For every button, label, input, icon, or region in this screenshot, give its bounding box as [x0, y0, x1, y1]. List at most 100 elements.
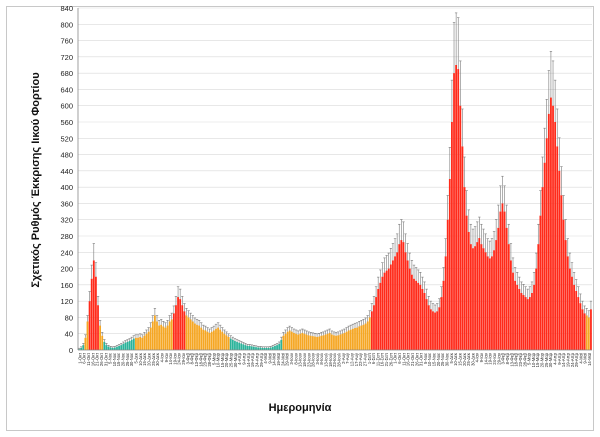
- bar: [482, 248, 485, 350]
- bar: [402, 242, 405, 350]
- x-tick-label: 1-Οκτ: [77, 353, 82, 364]
- x-tick-label: 30-Δεκ: [155, 352, 160, 366]
- x-tick-label: 24-Απρ: [570, 352, 575, 367]
- bar: [200, 327, 203, 350]
- y-tick-label: 440: [60, 167, 73, 176]
- x-tick-label: 5-Μαρ: [527, 352, 532, 365]
- bar: [84, 337, 87, 350]
- bar: [349, 329, 352, 350]
- x-tick-label: 8-Ιουν: [293, 353, 298, 365]
- x-tick-label: 23-Ιουν: [306, 353, 311, 367]
- bar: [585, 315, 588, 350]
- bar: [257, 347, 260, 350]
- bar: [566, 256, 569, 350]
- bar: [206, 331, 209, 350]
- bar: [547, 113, 550, 350]
- bar: [253, 346, 255, 350]
- bar: [545, 138, 548, 350]
- bar: [191, 321, 194, 350]
- bar: [503, 211, 506, 350]
- x-tick-label: 28-Φεβ: [207, 352, 212, 366]
- bar: [162, 326, 165, 350]
- x-tick-label: 20-Νοε: [436, 353, 441, 366]
- bar: [497, 227, 500, 350]
- x-tick-label: 8-Ιουλ: [319, 352, 324, 365]
- bar: [583, 313, 586, 350]
- bar: [282, 335, 285, 350]
- bar: [505, 227, 508, 350]
- bar: [364, 323, 367, 350]
- x-tick-label: 10-Μαρ: [531, 352, 536, 367]
- bar: [354, 328, 356, 350]
- x-tick-label: 6-Οκτ: [82, 353, 87, 364]
- x-tick-label: 10-Νοε: [427, 353, 432, 366]
- y-tick-label: 0: [69, 346, 73, 355]
- bar: [297, 334, 300, 350]
- bar: [345, 331, 348, 350]
- x-tick-label: 25-Δεκ: [151, 352, 156, 366]
- x-tick-label: 10-Δεκ: [453, 352, 458, 366]
- bar: [269, 347, 272, 350]
- bar: [373, 305, 375, 350]
- bar: [330, 334, 333, 350]
- bar: [316, 336, 318, 350]
- bar: [92, 260, 95, 350]
- x-tick-label: 30-Νοε: [445, 353, 450, 366]
- bar: [141, 337, 144, 350]
- x-tick-label: 16-Οκτ: [406, 353, 411, 366]
- y-tick-label: 480: [60, 151, 73, 160]
- x-tick-label: 23-Φεβ: [203, 352, 208, 366]
- x-tick-label: 28-Φεβ: [522, 352, 527, 366]
- y-tick-label: 120: [60, 297, 73, 306]
- bar: [577, 297, 580, 350]
- bar: [335, 335, 337, 350]
- x-tick-label: 29-Μαϊ: [285, 352, 290, 366]
- x-tick-label: 18-Ιουλ: [328, 352, 333, 367]
- x-tick-label: 30-Μαρ: [233, 352, 238, 367]
- bar: [158, 325, 160, 350]
- x-tick-label: 20-Δεκ: [462, 352, 467, 366]
- x-tick-label: 10-Δεκ: [138, 352, 143, 366]
- x-tick-label: 27-Αυγ: [362, 352, 367, 366]
- bar: [107, 346, 110, 350]
- bar: [231, 339, 234, 350]
- bar: [531, 293, 533, 350]
- bar: [293, 332, 295, 350]
- bar: [225, 335, 228, 350]
- bar: [520, 293, 523, 350]
- bar: [116, 346, 118, 350]
- bar: [244, 345, 247, 350]
- x-tick-label: 2-Αυγ: [341, 352, 346, 364]
- x-tick-label: 24-Ιαν: [492, 353, 497, 365]
- bar: [421, 288, 424, 350]
- bar: [328, 332, 331, 350]
- bar: [469, 244, 472, 350]
- bar: [95, 276, 97, 350]
- bar: [507, 244, 510, 350]
- bar: [356, 327, 359, 350]
- bar: [238, 342, 241, 350]
- bar: [347, 330, 350, 350]
- bar: [518, 288, 521, 350]
- bar: [307, 335, 310, 350]
- bar: [480, 244, 483, 350]
- bar: [118, 345, 120, 350]
- bar: [370, 311, 373, 350]
- bar: [392, 260, 394, 350]
- bar: [488, 258, 491, 350]
- x-tick-label: 16-Σεπ: [380, 353, 385, 367]
- bar: [181, 305, 184, 350]
- bar: [295, 333, 297, 350]
- x-tick-label: 4-Απρ: [552, 352, 557, 364]
- bar: [543, 162, 546, 350]
- bar: [137, 337, 139, 350]
- bar: [343, 332, 346, 350]
- bar: [455, 65, 458, 350]
- bar: [446, 219, 449, 350]
- bar: [132, 338, 135, 350]
- bar: [170, 319, 173, 350]
- x-tick-label: 3-Ιουν: [289, 353, 294, 365]
- bar: [280, 339, 283, 350]
- x-tick-label: 5-Νοε: [423, 353, 428, 364]
